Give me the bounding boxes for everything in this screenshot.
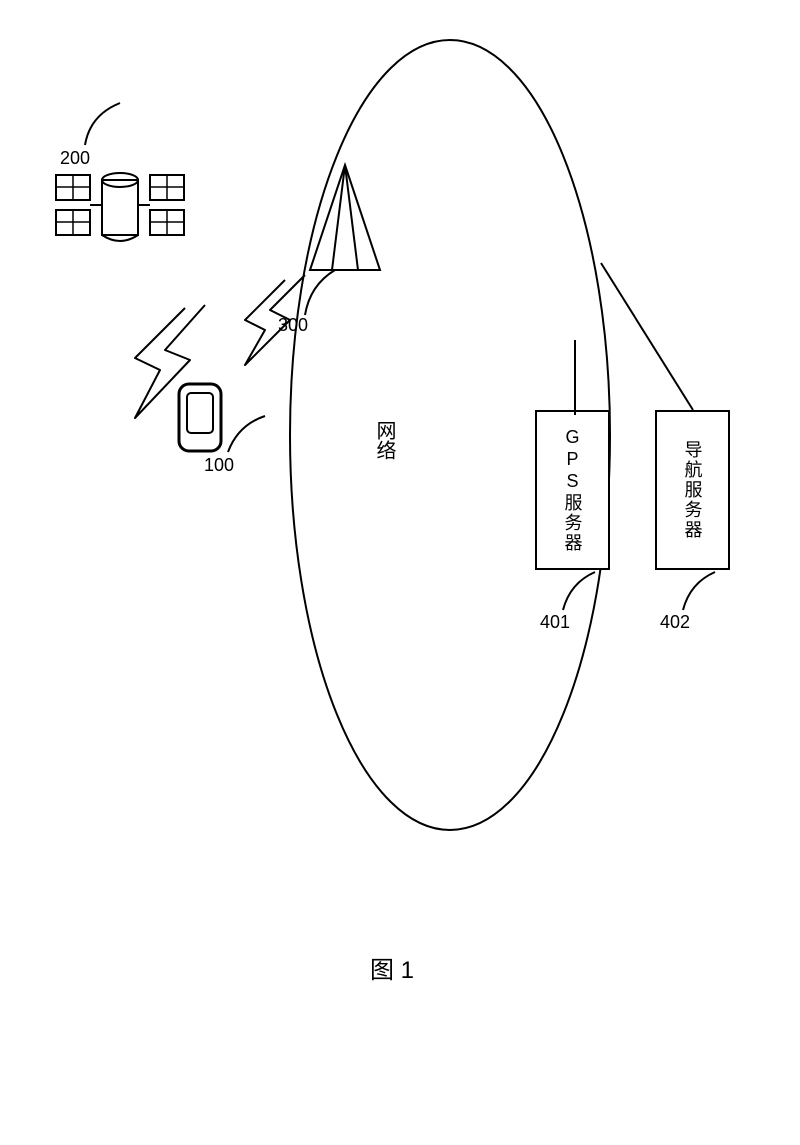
ref-401: 401 [540, 612, 570, 633]
ref-402: 402 [660, 612, 690, 633]
nav-server-box: 导航服务器 [655, 410, 730, 570]
gps-server-box: GPS服务器 [535, 410, 610, 570]
lightning-tower-phone [200, 270, 320, 390]
nav-server-label: 导航服务器 [680, 440, 706, 540]
gps-connector [570, 340, 580, 415]
ref-200: 200 [60, 148, 90, 169]
nav-connector [598, 260, 698, 415]
gps-server-label: GPS服务器 [560, 427, 586, 553]
diagram-canvas: 网络 300 100 [0, 0, 800, 1145]
ref-200-leader [75, 95, 145, 155]
lightning-sat-phone [105, 300, 215, 430]
network-label: 网络 [370, 420, 399, 460]
figure-caption: 图 1 [370, 950, 414, 985]
ref-100: 100 [204, 455, 234, 476]
